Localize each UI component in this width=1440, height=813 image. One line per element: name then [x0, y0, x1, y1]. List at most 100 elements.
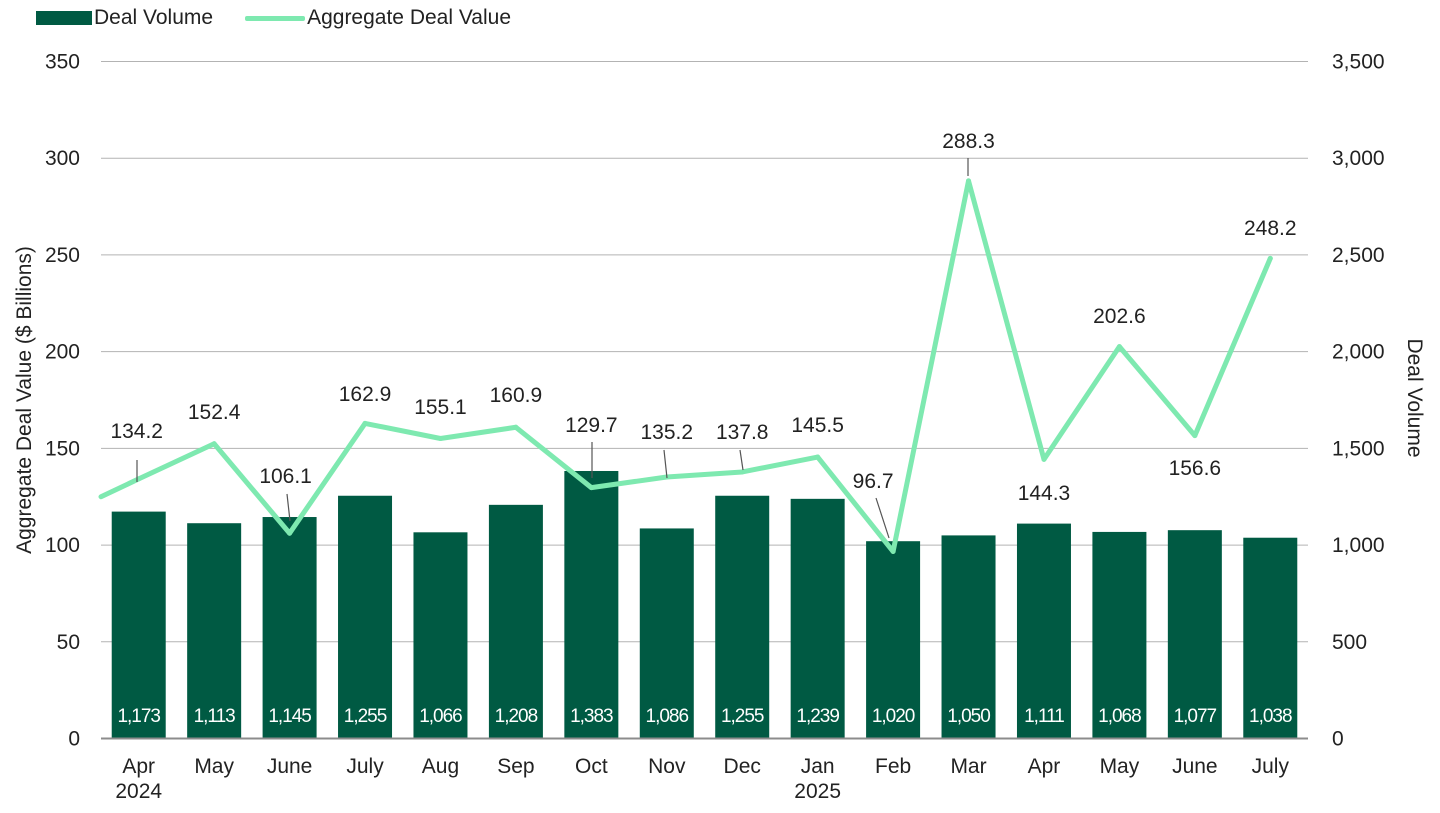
- left-axis-tick-label: 50: [57, 631, 80, 654]
- deal-volume-bar: [413, 532, 468, 739]
- aggregate-deal-value-label: 129.7: [565, 414, 618, 437]
- deal-volume-bar-label: 1,038: [1249, 706, 1292, 727]
- left-axis-tick-label: 200: [45, 341, 80, 364]
- deal-volume-bar-label: 1,208: [495, 706, 538, 727]
- deal-volume-bar: [715, 495, 770, 739]
- legend-swatch-aggregate-deal-value: [245, 15, 306, 21]
- aggregate-deal-value-point: [588, 485, 594, 491]
- aggregate-deal-value-label: 155.1: [414, 396, 467, 419]
- x-axis-tick-label: Mar: [950, 755, 986, 778]
- x-axis-tick-label: May: [1100, 755, 1140, 778]
- x-axis-tick-label: July: [346, 755, 384, 778]
- x-axis-tick-label: Feb: [875, 755, 911, 778]
- right-axis-tick-label: 2,500: [1332, 244, 1385, 267]
- x-axis-tick-label: Dec: [724, 755, 761, 778]
- deal-volume-bar-label: 1,383: [570, 706, 613, 727]
- x-axis-tick-label: May: [194, 755, 234, 778]
- aggregate-deal-value-label: 160.9: [490, 384, 543, 407]
- legend-label-deal-volume: Deal Volume: [94, 6, 214, 29]
- deal-volume-bar: [262, 517, 317, 739]
- right-axis-tick-label: 2,000: [1332, 341, 1385, 364]
- x-axis-tick-label: Jan: [801, 755, 835, 778]
- deal-volume-bar-label: 1,020: [872, 706, 915, 727]
- right-axis-tick-label: 3,500: [1332, 51, 1385, 74]
- right-axis-tick-label: 1,500: [1332, 437, 1385, 460]
- aggregate-deal-value-label: 156.6: [1169, 457, 1222, 480]
- x-axis-year-label: 2025: [794, 780, 841, 803]
- aggregate-deal-value-point: [890, 548, 896, 554]
- legend-item-deal-volume[interactable]: Deal Volume: [36, 6, 213, 30]
- legend-label-aggregate-deal-value: Aggregate Deal Value: [307, 6, 511, 29]
- aggregate-deal-value-label: 152.4: [188, 401, 241, 424]
- deal-volume-bar: [111, 511, 166, 739]
- x-axis-tick-label: Oct: [575, 755, 608, 778]
- data-label-leader-line: [875, 497, 890, 539]
- x-axis-tick-label: Nov: [648, 755, 686, 778]
- x-axis-tick-label: June: [1172, 755, 1218, 778]
- aggregate-deal-value-label: 137.8: [716, 421, 769, 444]
- left-axis-tick-label: 100: [45, 534, 80, 557]
- data-label-leader-line: [739, 449, 744, 471]
- deal-volume-bar: [1092, 531, 1147, 739]
- x-axis-tick-label: Apr: [122, 755, 155, 778]
- deal-volume-bar-label: 1,050: [947, 706, 990, 727]
- deal-volume-bar-label: 1,068: [1098, 706, 1141, 727]
- left-axis-title: Aggregate Deal Value ($ Billions): [13, 246, 36, 554]
- aggregate-deal-value-point: [362, 420, 368, 426]
- aggregate-deal-value-label: 144.3: [1018, 482, 1071, 505]
- aggregate-deal-value-point: [1192, 433, 1198, 439]
- deal-volume-bar-label: 1,145: [268, 706, 311, 727]
- aggregate-deal-value-point: [1267, 255, 1273, 261]
- deal-volume-bar: [187, 523, 242, 739]
- left-axis-tick-label: 300: [45, 147, 80, 170]
- deal-volume-bar: [866, 541, 921, 739]
- deal-volume-bar: [1167, 530, 1222, 739]
- left-axis-tick-label: 350: [45, 51, 80, 74]
- x-axis-year-label: 2024: [115, 780, 162, 803]
- x-axis-tick-label: Aug: [422, 755, 459, 778]
- data-label-leader-line: [663, 449, 668, 479]
- deal-volume-bar: [1016, 523, 1071, 739]
- aggregate-deal-value-label: 134.2: [110, 420, 163, 443]
- legend-item-aggregate-deal-value[interactable]: Aggregate Deal Value: [245, 6, 511, 30]
- x-axis-tick-label: June: [267, 755, 313, 778]
- deal-volume-bar-label: 1,173: [117, 706, 160, 727]
- aggregate-deal-value-point: [287, 530, 293, 536]
- left-axis-tick-label: 250: [45, 244, 80, 267]
- deal-volume-bar: [564, 470, 619, 739]
- x-axis-tick-label: Sep: [497, 755, 534, 778]
- left-axis-tick-label: 0: [68, 728, 80, 751]
- right-axis-tick-label: 500: [1332, 631, 1367, 654]
- right-axis-title: Deal Volume: [1403, 338, 1426, 457]
- deal-volume-bar: [639, 528, 694, 739]
- aggregate-deal-value-point: [966, 178, 972, 184]
- aggregate-deal-value-line: [98, 178, 1273, 554]
- aggregate-deal-value-point: [815, 454, 821, 460]
- right-axis-tick-label: 0: [1332, 728, 1344, 751]
- deal-volume-bar-label: 1,113: [194, 706, 236, 727]
- aggregate-deal-value-label: 145.5: [791, 414, 844, 437]
- deal-volume-bar-label: 1,111: [1024, 706, 1064, 727]
- right-axis-tick-label: 3,000: [1332, 147, 1385, 170]
- deal-volume-bar: [941, 535, 996, 739]
- deal-volume-bar-label: 1,239: [796, 706, 839, 727]
- deal-volume-bar-label: 1,066: [419, 706, 462, 727]
- right-axis-tick-label: 1,000: [1332, 534, 1385, 557]
- aggregate-deal-value-point: [513, 424, 519, 430]
- left-axis-tick-label: 150: [45, 437, 80, 460]
- aggregate-deal-value-point: [437, 435, 443, 441]
- deal-volume-bar: [338, 495, 393, 739]
- deal-volume-bar: [488, 504, 543, 739]
- aggregate-deal-value-label: 288.3: [942, 130, 995, 153]
- aggregate-deal-value-point: [739, 469, 745, 475]
- aggregate-deal-value-label: 135.2: [641, 421, 694, 444]
- aggregate-deal-value-label: 248.2: [1244, 217, 1297, 240]
- deal-volume-bar-label: 1,086: [646, 706, 689, 727]
- deal-volume-bar: [790, 498, 845, 739]
- aggregate-deal-value-label: 106.1: [259, 465, 312, 488]
- chart-legend: Deal Volume Aggregate Deal Value: [36, 6, 543, 30]
- deal-volume-bar: [1243, 537, 1298, 739]
- aggregate-deal-value-point: [1041, 456, 1047, 462]
- legend-swatch-deal-volume: [36, 11, 92, 25]
- deal-volume-bar-label: 1,255: [344, 706, 387, 727]
